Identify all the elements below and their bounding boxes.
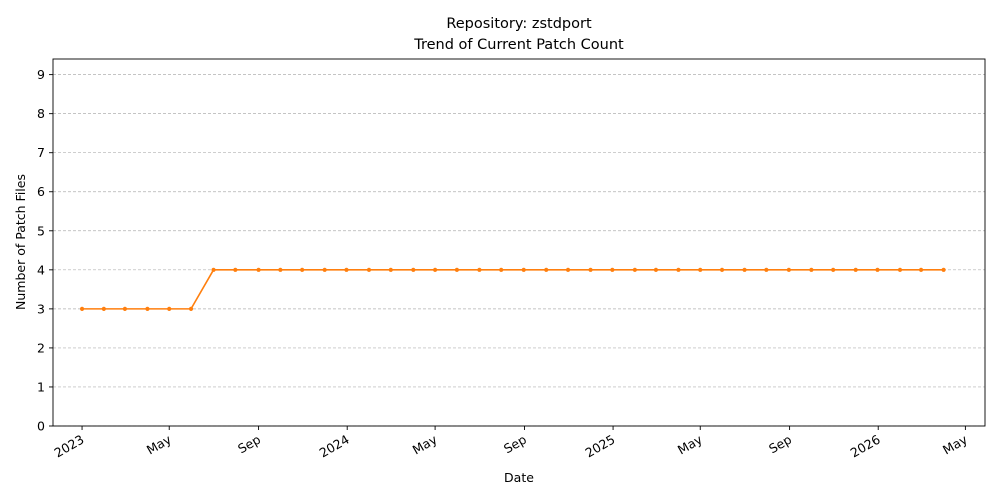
data-point xyxy=(653,267,659,272)
y-tick-label: 8 xyxy=(37,106,45,121)
x-tick-label: May xyxy=(675,431,705,457)
data-point xyxy=(300,267,305,272)
data-point xyxy=(897,267,903,272)
y-axis-label: Number of Patch Files xyxy=(13,174,28,310)
data-point xyxy=(632,267,637,272)
data-point xyxy=(122,306,128,311)
x-axis: 2023 May Sep 2024 May Sep 2025 May Sep 2026 May xyxy=(52,426,970,461)
data-point xyxy=(454,267,459,272)
x-tick-label: Sep xyxy=(235,432,263,457)
data-point xyxy=(344,267,349,272)
y-tick-label: 4 xyxy=(37,262,45,277)
data-point xyxy=(388,267,393,272)
data-point xyxy=(411,267,416,272)
data-point xyxy=(79,306,85,311)
data-point xyxy=(366,267,372,272)
data-point xyxy=(278,267,283,272)
x-tick-label: 2026 xyxy=(848,432,883,461)
data-point xyxy=(809,267,814,272)
y-tick-label: 6 xyxy=(37,184,45,199)
plot-area xyxy=(52,58,986,427)
data-point xyxy=(853,267,858,272)
y-tick-label: 2 xyxy=(37,340,45,355)
data-point xyxy=(521,267,526,272)
data-point xyxy=(875,267,880,272)
x-tick-label: 2025 xyxy=(583,432,618,461)
y-tick-label: 9 xyxy=(37,67,45,82)
axes-frame xyxy=(52,58,986,427)
y-grid-lines xyxy=(53,74,985,427)
data-point xyxy=(676,267,681,272)
data-point xyxy=(233,267,238,272)
data-point xyxy=(610,267,615,272)
series-line xyxy=(82,269,944,310)
data-point xyxy=(188,306,194,311)
y-tick-label: 5 xyxy=(37,223,45,238)
data-point xyxy=(565,267,571,272)
y-tick-label: 0 xyxy=(37,419,45,434)
data-point xyxy=(477,267,482,272)
data-point xyxy=(719,267,725,272)
x-tick-label: Sep xyxy=(501,432,529,457)
y-tick-label: 1 xyxy=(37,379,45,394)
data-point xyxy=(742,267,747,272)
data-point xyxy=(786,267,791,272)
x-tick-label: 2023 xyxy=(52,432,87,461)
data-point xyxy=(145,306,150,311)
y-tick-label: 7 xyxy=(37,145,45,160)
data-point xyxy=(588,267,593,272)
data-point xyxy=(211,267,216,272)
data-point xyxy=(256,267,261,272)
data-point xyxy=(941,267,946,272)
y-axis: 0 1 2 3 4 5 6 7 8 9 xyxy=(37,67,53,434)
data-point xyxy=(764,267,769,272)
data-point xyxy=(831,267,836,272)
x-tick-label: May xyxy=(940,431,970,457)
x-tick-label: 2024 xyxy=(317,432,352,461)
y-tick-label: 3 xyxy=(37,301,45,316)
chart-title: Repository: zstdport xyxy=(446,16,592,32)
data-point xyxy=(101,306,106,311)
x-tick-label: May xyxy=(144,431,174,457)
chart-subtitle: Trend of Current Patch Count xyxy=(413,37,624,53)
x-tick-label: Sep xyxy=(766,432,794,457)
data-point xyxy=(167,306,172,311)
series-layer xyxy=(79,267,946,311)
data-point xyxy=(918,267,924,272)
x-tick-label: May xyxy=(410,431,440,457)
x-axis-label: Date xyxy=(504,470,534,485)
data-point xyxy=(544,267,549,272)
data-point xyxy=(432,267,438,272)
data-point xyxy=(322,267,327,272)
data-point xyxy=(499,267,504,272)
data-point xyxy=(698,267,703,272)
